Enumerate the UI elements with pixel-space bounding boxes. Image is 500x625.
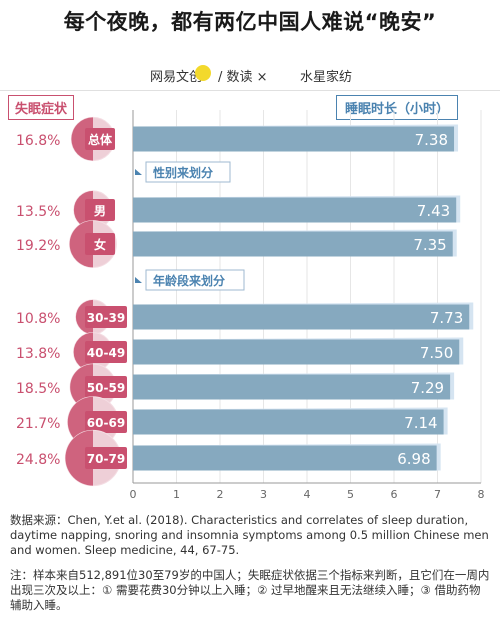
- category-tag: [85, 199, 115, 221]
- insomnia-circle: [69, 220, 93, 268]
- category-label: 女: [94, 237, 106, 252]
- bar-value-label: 7.29: [411, 379, 444, 397]
- sleep-bar: [133, 197, 457, 223]
- insomnia-pct-label: 19.2%: [16, 238, 60, 254]
- source-text: 数据来源：Chen, Y.et al. (2018). Characterist…: [10, 513, 489, 557]
- insomnia-pct-label: 10.8%: [16, 311, 60, 327]
- category-label: 40-49: [87, 346, 125, 360]
- category-label: 70-79: [87, 452, 125, 466]
- bar-value-label: 7.43: [417, 202, 450, 220]
- bar-value-label: 7.50: [420, 344, 453, 362]
- category-tag: [85, 233, 115, 255]
- category-tag: [85, 341, 127, 363]
- x-tick-label: 2: [217, 488, 224, 501]
- x-tick-label: 7: [434, 488, 441, 501]
- category-label: 60-69: [87, 416, 125, 430]
- insomnia-pct-label: 13.5%: [16, 204, 60, 220]
- category-tag: [85, 411, 127, 433]
- insomnia-pct-label: 18.5%: [16, 381, 60, 397]
- sleep-bar: [133, 126, 455, 152]
- bar-value-label: 6.98: [397, 450, 430, 468]
- bar-value-label: 7.35: [413, 236, 446, 254]
- sleep-bar: [133, 339, 460, 365]
- x-tick-label: 5: [347, 488, 354, 501]
- legend-insomnia: 失眠症状: [8, 95, 75, 120]
- insomnia-pct-label: 16.8%: [16, 133, 60, 149]
- insomnia-pct-label: 24.8%: [16, 452, 60, 468]
- category-tag: [85, 306, 127, 328]
- bar-value-label: 7.73: [430, 309, 463, 327]
- shuixing-logo: 水星家纺: [300, 70, 353, 85]
- sleep-bar: [133, 231, 453, 257]
- group-marker-icon: [135, 277, 142, 283]
- group-label-box: [145, 269, 245, 291]
- x-tick-label: 1: [173, 488, 180, 501]
- insomnia-pct-label: 21.7%: [16, 416, 60, 432]
- sleep-bar: [133, 409, 444, 435]
- group-marker-icon: [135, 169, 142, 175]
- x-tick-label: 6: [391, 488, 398, 501]
- insomnia-circle: [65, 430, 93, 486]
- category-tag: [85, 447, 127, 469]
- brand-divider: [0, 90, 500, 91]
- category-tag: [85, 128, 115, 150]
- x-tick-label: 0: [130, 488, 137, 501]
- sleep-bar: [133, 304, 470, 330]
- group-label: 年龄段来划分: [153, 273, 225, 288]
- group-label: 性别来划分: [152, 165, 213, 180]
- brand-bar: 网易文创 / 数读 × 水星家纺: [0, 58, 500, 90]
- category-label: 50-59: [87, 381, 125, 395]
- bar-value-label: 7.14: [404, 414, 437, 432]
- category-label: 总体: [88, 132, 113, 147]
- shudu-logo: / 数读 ×: [218, 70, 268, 85]
- page-title: 每个夜晚，都有两亿中国人难说“晚安”: [63, 10, 437, 34]
- netease-dot-logo: [195, 65, 211, 81]
- insomnia-pct-label: 13.8%: [16, 346, 60, 362]
- group-label-box: [145, 161, 231, 183]
- x-tick-label: 3: [260, 488, 267, 501]
- sleep-bar: [133, 445, 437, 471]
- category-label: 30-39: [87, 311, 125, 325]
- sleep-bar: [133, 374, 451, 400]
- note-text: 注：样本来自512,891位30至79岁的中国人；失眠症状依据三个指标来判断，且…: [10, 568, 490, 612]
- netease-logo: 网易文创: [150, 70, 203, 85]
- category-tag: [85, 376, 127, 398]
- x-tick-label: 8: [478, 488, 485, 501]
- bar-value-label: 7.38: [415, 131, 448, 149]
- x-tick-label: 4: [304, 488, 311, 501]
- category-label: 男: [94, 204, 106, 218]
